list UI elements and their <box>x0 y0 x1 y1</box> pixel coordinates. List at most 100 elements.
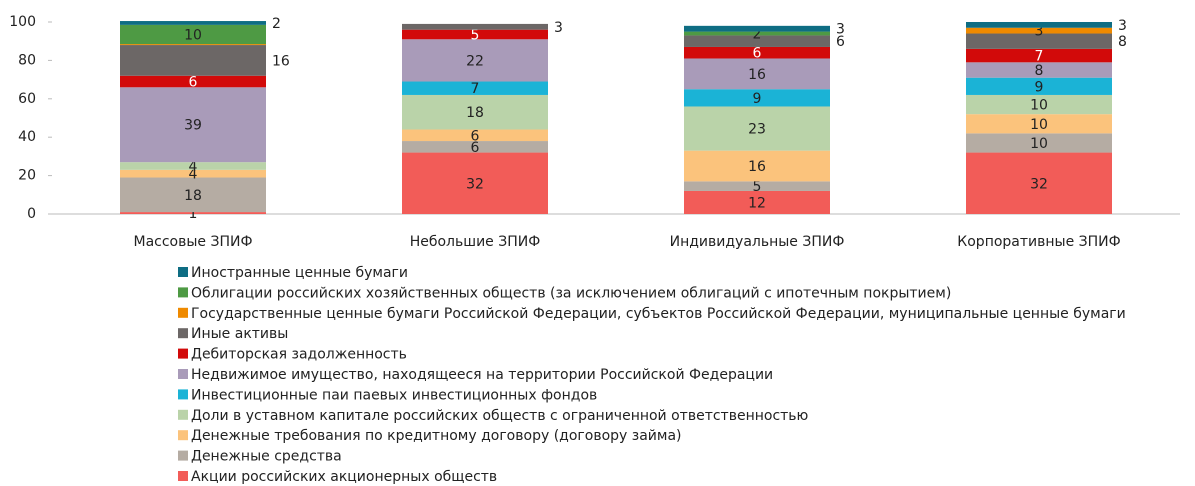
legend-swatch <box>178 389 188 400</box>
bar-segment <box>120 21 266 25</box>
legend-swatch <box>178 450 188 461</box>
bar-segment <box>120 177 266 213</box>
legend-swatch <box>178 471 188 481</box>
legend-swatch <box>178 267 188 277</box>
y-tick-label: 100 <box>9 14 36 30</box>
data-label: 3 <box>554 20 563 36</box>
y-tick-label: 0 <box>27 206 36 222</box>
bar-segment <box>402 81 548 95</box>
bar-segment <box>966 94 1112 115</box>
bar-segment <box>402 152 548 214</box>
bar-segment <box>684 25 830 32</box>
x-tick-label: Небольшие ЗПИФ <box>410 234 541 250</box>
bar-segment <box>402 141 548 153</box>
bar-segment <box>966 114 1112 134</box>
data-label: 3 <box>1035 24 1044 40</box>
bar-segment <box>120 44 266 46</box>
data-label: 10 <box>184 27 202 43</box>
data-label: 32 <box>466 176 484 192</box>
bar-segment <box>402 129 548 142</box>
data-label: 6 <box>471 140 480 156</box>
bar-segment <box>120 169 266 178</box>
data-label: 6 <box>471 128 480 144</box>
data-label: 16 <box>748 67 766 83</box>
data-label: 9 <box>753 91 762 107</box>
bar-segment <box>684 46 830 59</box>
bar-segment <box>684 89 830 107</box>
legend-swatch <box>178 307 188 318</box>
legend-label: Государственные ценные бумаги Российской… <box>191 306 1126 322</box>
legend-label: Денежные требования по кредитному догово… <box>191 428 681 444</box>
bar-segment <box>966 62 1112 78</box>
x-tick-label: Массовые ЗПИФ <box>133 234 252 250</box>
data-label: 6 <box>836 34 845 50</box>
data-label: 4 <box>189 159 198 175</box>
data-label: 8 <box>1035 63 1044 79</box>
data-label: 2 <box>272 16 281 32</box>
legend-label: Денежные средства <box>191 449 342 465</box>
bar-segment <box>966 152 1112 214</box>
data-label: 32 <box>1030 176 1048 192</box>
bar-segment <box>966 33 1112 49</box>
data-label: 7 <box>471 81 480 97</box>
bar-segment <box>402 39 548 82</box>
legend-label: Доли в уставном капитале российских обще… <box>191 408 809 424</box>
legend-swatch <box>178 287 188 298</box>
data-label: 18 <box>184 188 202 204</box>
bar-segment <box>966 22 1112 28</box>
bar-segment <box>120 212 266 214</box>
data-label: 8 <box>1118 34 1127 50</box>
bar-segment <box>684 35 830 47</box>
bar-segment <box>684 150 830 182</box>
y-tick-label: 40 <box>18 129 36 145</box>
legend-label: Иностранные ценные бумаги <box>191 265 408 281</box>
data-label: 10 <box>1030 98 1048 114</box>
bar-segment <box>120 87 266 163</box>
bar-segment <box>966 77 1112 95</box>
data-label: 16 <box>748 159 766 175</box>
legend-swatch <box>178 328 188 339</box>
data-label: 3 <box>1118 18 1127 34</box>
legend-label: Иные активы <box>191 326 288 342</box>
bar-segment <box>120 24 266 45</box>
data-label: 10 <box>1030 136 1048 152</box>
legend-label: Инвестиционные паи паевых инвестиционных… <box>191 387 597 403</box>
x-tick-label: Корпоративные ЗПИФ <box>957 234 1120 250</box>
data-label: 22 <box>466 53 484 69</box>
legend-label: Дебиторская задолженность <box>191 347 407 363</box>
bar-segment <box>966 133 1112 153</box>
bar-segment <box>966 48 1112 63</box>
x-tick-label: Индивидуальные ЗПИФ <box>670 234 845 250</box>
y-tick-label: 20 <box>18 168 36 184</box>
data-label: 3 <box>836 22 845 38</box>
data-label: 4 <box>189 167 198 183</box>
bar-segment <box>402 23 548 30</box>
data-label: 6 <box>753 46 762 62</box>
y-tick-label: 60 <box>18 91 36 107</box>
bar-segment <box>684 58 830 90</box>
data-label: 9 <box>1035 79 1044 95</box>
data-label: 12 <box>748 195 766 211</box>
data-label: 7 <box>1035 49 1044 65</box>
bar-segment <box>966 27 1112 34</box>
data-label: 18 <box>466 105 484 121</box>
bar-segment <box>120 75 266 88</box>
legend-label: Недвижимое имущество, находящееся на тер… <box>191 367 773 383</box>
data-label: 2 <box>753 27 762 43</box>
bar-segment <box>684 181 830 191</box>
data-label: 16 <box>272 53 290 69</box>
data-label: 1 <box>189 206 198 222</box>
data-label: 10 <box>1030 117 1048 133</box>
data-label: 5 <box>753 179 762 195</box>
bar-segment <box>684 106 830 151</box>
bar-segment <box>120 45 266 76</box>
data-label: 23 <box>748 122 766 138</box>
legend-swatch <box>178 369 188 379</box>
bar-segment <box>402 94 548 130</box>
bar-segment <box>402 29 548 40</box>
legend-swatch <box>178 430 188 441</box>
y-tick-label: 80 <box>18 52 36 68</box>
legend-label: Облигации российских хозяйственных общес… <box>191 285 951 301</box>
bar-segment <box>120 162 266 170</box>
bar-segment <box>684 190 830 214</box>
